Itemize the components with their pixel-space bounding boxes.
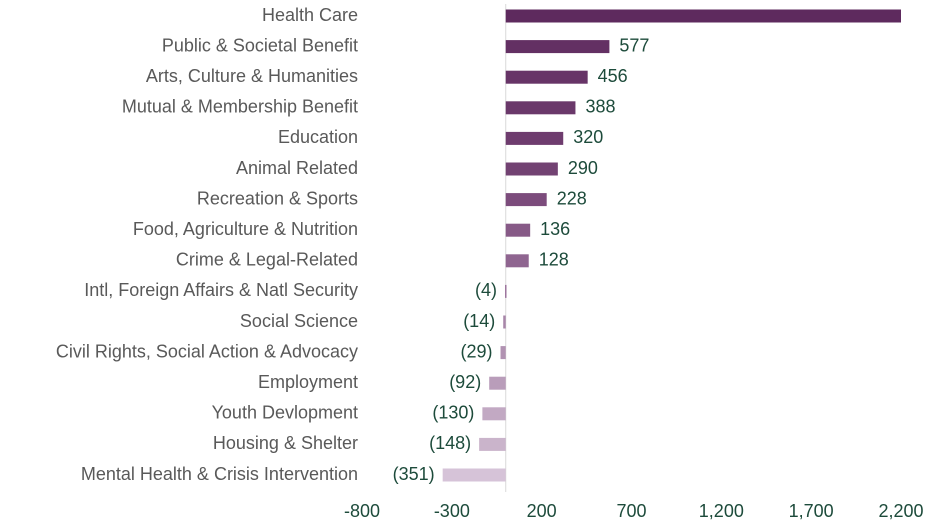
value-label: (29): [461, 341, 493, 361]
bar: [500, 346, 506, 360]
x-tick-label: 2,200: [878, 501, 923, 521]
value-label: (14): [463, 311, 495, 331]
value-label: (148): [429, 433, 471, 453]
bar: [505, 131, 564, 145]
value-label: 136: [540, 219, 570, 239]
category-label: Mutual & Membership Benefit: [122, 97, 358, 117]
x-tick-label: -300: [434, 501, 470, 521]
bar: [442, 468, 506, 482]
x-tick-label: 1,200: [699, 501, 744, 521]
value-label: 577: [619, 35, 649, 55]
category-label: Animal Related: [236, 158, 358, 178]
bar: [505, 254, 529, 268]
category-label: Food, Agriculture & Nutrition: [133, 219, 358, 239]
category-label: Employment: [258, 372, 358, 392]
value-label: 388: [585, 97, 615, 117]
bar: [489, 376, 506, 390]
category-label: Youth Devlopment: [212, 403, 358, 423]
category-label: Recreation & Sports: [197, 188, 358, 208]
category-label: Public & Societal Benefit: [162, 35, 358, 55]
category-label: Education: [278, 127, 358, 147]
bar: [505, 40, 610, 54]
x-tick-label: 200: [527, 501, 557, 521]
category-label: Mental Health & Crisis Intervention: [81, 464, 358, 484]
value-label: (92): [449, 372, 481, 392]
value-label: (130): [432, 403, 474, 423]
bar: [505, 101, 576, 115]
x-tick-label: 700: [616, 501, 646, 521]
bar: [479, 437, 506, 451]
value-label: 320: [573, 127, 603, 147]
bar: [505, 162, 558, 176]
category-label: Crime & Legal-Related: [176, 250, 358, 270]
value-label: 128: [539, 250, 569, 270]
bar: [482, 407, 506, 421]
category-label: Intl, Foreign Affairs & Natl Security: [84, 280, 358, 300]
x-tick-label: 1,700: [789, 501, 834, 521]
bar: [505, 223, 531, 237]
value-label: 290: [568, 158, 598, 178]
bar: [505, 9, 901, 23]
bar: [503, 315, 506, 329]
category-label: Health Care: [262, 5, 358, 25]
bar: [505, 193, 547, 207]
bar: [505, 70, 588, 84]
category-label: Civil Rights, Social Action & Advocacy: [56, 341, 358, 361]
x-tick-label: -800: [344, 501, 380, 521]
value-label: 228: [557, 188, 587, 208]
value-label: 456: [598, 66, 628, 86]
bar: [505, 284, 507, 298]
category-label: Arts, Culture & Humanities: [146, 66, 358, 86]
category-label: Social Science: [240, 311, 358, 331]
value-label: (4): [475, 280, 497, 300]
value-label: (351): [393, 464, 435, 484]
category-label: Housing & Shelter: [213, 433, 358, 453]
